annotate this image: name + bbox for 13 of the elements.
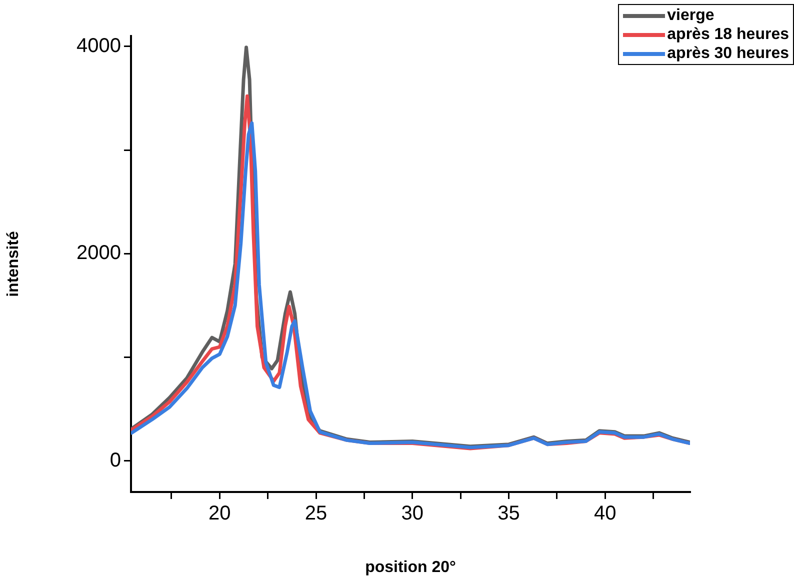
- x-tick-label: 40: [594, 502, 616, 525]
- y-tick-label: 2000: [76, 242, 121, 264]
- legend-label: après 30 heures: [667, 44, 789, 63]
- x-tick-label: 25: [304, 502, 328, 525]
- x-tick-label: 30: [401, 502, 424, 525]
- legend-label: vierge: [667, 6, 714, 25]
- y-tick-label: 4000: [76, 34, 121, 57]
- x-tick-label: 35: [498, 502, 520, 525]
- x-tick-label: 20: [208, 502, 231, 525]
- legend-label: après 18 heures: [667, 25, 789, 44]
- x-axis-title: position 20°: [365, 558, 456, 576]
- y-axis-title: intensité: [5, 231, 22, 297]
- y-tick-label: 0: [110, 449, 121, 472]
